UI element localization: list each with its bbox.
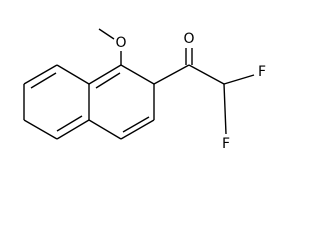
bond — [120, 64, 155, 85]
bond — [56, 119, 90, 140]
bond — [122, 116, 150, 133]
bond — [223, 83, 227, 135]
atom-label: F — [258, 64, 266, 80]
bond — [188, 64, 225, 85]
molecule: O O F F — [23, 28, 266, 152]
bond — [88, 119, 122, 140]
bond — [153, 64, 190, 85]
bond — [95, 72, 121, 89]
bond — [56, 115, 83, 132]
atom-label: O — [183, 31, 194, 47]
bond — [56, 64, 90, 85]
bonds — [23, 28, 255, 140]
bond — [23, 119, 58, 140]
bond — [30, 72, 57, 89]
bond — [223, 74, 255, 85]
bond — [23, 64, 58, 85]
bond — [98, 28, 115, 40]
atom-label: F — [222, 136, 230, 152]
atom-label: O — [115, 35, 126, 51]
bond — [120, 119, 155, 140]
bond — [88, 64, 122, 85]
